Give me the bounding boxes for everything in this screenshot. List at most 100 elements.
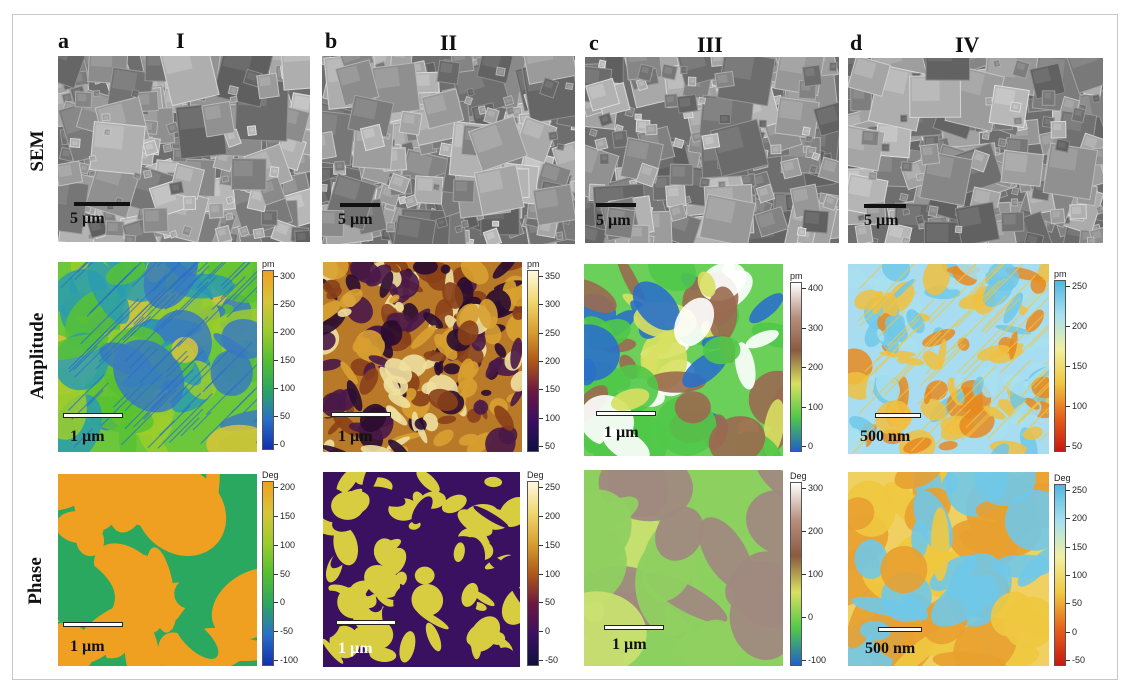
sem-scalebar-I <box>74 202 130 206</box>
sem-image-I <box>58 56 310 242</box>
amplitude-colorbar-IV-tick-label: 100 <box>1072 401 1088 411</box>
phase-colorbar-IV-tick-mark <box>1066 631 1070 633</box>
phase-map-II <box>323 472 520 667</box>
row-label-amplitude: Amplitude <box>27 312 48 400</box>
phase-colorbar-I-tick-mark <box>274 602 278 604</box>
amplitude-colorbar-II-tick-mark <box>539 417 543 419</box>
amplitude-colorbar-I-tick-label: 50 <box>280 411 291 421</box>
phase-colorbar-I-tick-mark <box>274 631 278 633</box>
panel-letter-d: d <box>850 30 863 55</box>
phase-colorbar-I-unit: Deg <box>262 470 279 480</box>
phase-colorbar-IV-tick-mark <box>1066 546 1070 548</box>
phase-colorbar-I-tick-label: 0 <box>280 597 286 608</box>
amplitude-scalebar-III <box>596 411 656 416</box>
phase-colorbar-IV-tick-mark <box>1066 575 1070 576</box>
amplitude-colorbar-II-tick-label: 200 <box>545 356 561 366</box>
phase-colorbar-III-tick-mark <box>802 531 806 532</box>
row-label-phase: Phase <box>25 557 46 605</box>
phase-colorbar-III-tick-mark <box>802 488 806 489</box>
column-roman-II: II <box>440 30 458 55</box>
amplitude-colorbar-I-tick-mark <box>274 388 278 389</box>
amplitude-colorbar-III-tick-label: 300 <box>808 322 824 333</box>
figure-frame <box>12 14 1118 680</box>
phase-colorbar-I-tick-label: 150 <box>280 510 296 521</box>
panel-letter-c: c <box>589 30 599 55</box>
amplitude-colorbar-II-tick-mark <box>539 361 543 362</box>
amplitude-colorbar-I-tick-mark <box>274 360 278 361</box>
phase-colorbar-IV-tick-mark <box>1066 490 1070 491</box>
amplitude-colorbar-I-tick-label: 150 <box>280 355 296 365</box>
phase-map-III <box>584 470 783 666</box>
phase-colorbar-I-tick-label: 200 <box>280 482 296 492</box>
amplitude-colorbar-II-tick-label: 150 <box>545 384 561 395</box>
phase-colorbar-III-tick-label: 0 <box>808 612 814 622</box>
phase-colorbar-II-tick-mark <box>539 573 543 575</box>
phase-colorbar-III-tick-label: 200 <box>808 526 824 536</box>
column-roman-III: III <box>697 32 723 57</box>
sem-scalebar-label-II: 5 µm <box>338 211 373 228</box>
phase-colorbar-IV-tick-label: 150 <box>1072 541 1088 552</box>
amplitude-colorbar-III-unit: pm <box>790 271 803 281</box>
sem-scalebar-IV <box>864 204 906 208</box>
phase-colorbar-II-tick-mark <box>539 487 543 488</box>
amplitude-scalebar-label-IV: 500 nm <box>860 428 911 445</box>
amplitude-colorbar-II-tick-label: 350 <box>545 271 561 281</box>
phase-colorbar-I-tick-label: -100 <box>280 655 299 665</box>
amplitude-colorbar-IV-tick-mark <box>1066 406 1070 407</box>
amplitude-colorbar-II-tick-mark <box>539 389 543 391</box>
amplitude-colorbar-I-tick-label: 100 <box>280 383 296 393</box>
phase-colorbar-II <box>527 481 539 666</box>
amplitude-colorbar-IV <box>1054 280 1066 452</box>
phase-map-I <box>58 474 257 666</box>
phase-scalebar-I <box>63 622 123 627</box>
amplitude-map-III <box>584 264 783 456</box>
phase-colorbar-II-tick-mark <box>539 602 543 604</box>
phase-scalebar-label-I: 1 µm <box>70 638 105 655</box>
amplitude-colorbar-IV-tick-mark <box>1066 286 1070 287</box>
amplitude-colorbar-III <box>790 282 802 452</box>
sem-image-IV <box>848 58 1103 243</box>
amplitude-colorbar-IV-tick-mark <box>1066 366 1070 367</box>
amplitude-colorbar-III-tick-mark <box>802 327 806 329</box>
amplitude-colorbar-IV-tick-mark <box>1066 446 1070 447</box>
phase-colorbar-III-tick-label: 100 <box>808 569 824 579</box>
phase-colorbar-I <box>262 481 274 666</box>
amplitude-colorbar-I-tick-label: 250 <box>280 299 296 309</box>
amplitude-colorbar-I-tick-label: 0 <box>280 439 286 449</box>
amplitude-colorbar-III-tick-label: 400 <box>808 283 824 293</box>
phase-colorbar-II-tick-mark <box>539 544 543 546</box>
column-roman-IV: IV <box>955 32 980 57</box>
amplitude-colorbar-III-tick-mark <box>802 406 806 408</box>
phase-colorbar-II-tick-label: 150 <box>545 539 561 550</box>
phase-colorbar-I-tick-mark <box>274 544 278 546</box>
sem-image-II <box>322 56 575 244</box>
phase-colorbar-IV-tick-label: 100 <box>1072 570 1088 580</box>
amplitude-colorbar-II-tick-label: 50 <box>545 441 556 451</box>
phase-colorbar-II-tick-label: -50 <box>545 655 559 665</box>
panel-letter-b: b <box>325 28 338 53</box>
phase-colorbar-I-tick-mark <box>274 660 278 661</box>
amplitude-colorbar-III-tick-mark <box>802 288 806 289</box>
phase-colorbar-IV-tick-label: 50 <box>1072 598 1083 609</box>
amplitude-colorbar-I-tick-mark <box>274 444 278 445</box>
phase-map-IV <box>848 472 1049 666</box>
phase-colorbar-III-tick-label: -100 <box>808 655 827 665</box>
amplitude-map-IV <box>848 264 1049 454</box>
phase-colorbar-II-tick-label: 200 <box>545 510 561 521</box>
amplitude-colorbar-III-tick-label: 200 <box>808 362 824 372</box>
phase-colorbar-IV-tick-label: 0 <box>1072 626 1078 637</box>
amplitude-scalebar-label-I: 1 µm <box>70 428 105 445</box>
phase-colorbar-III-unit: Deg <box>790 471 807 481</box>
phase-colorbar-III <box>790 482 802 666</box>
sem-scalebar-label-III: 5 µm <box>596 212 631 229</box>
phase-colorbar-I-tick-label: -50 <box>280 626 294 637</box>
amplitude-colorbar-I-tick-mark <box>274 416 278 417</box>
amplitude-colorbar-II-tick-label: 250 <box>545 327 561 338</box>
phase-colorbar-IV-unit: Deg <box>1054 473 1071 483</box>
amplitude-colorbar-I-tick-label: 300 <box>280 271 296 281</box>
phase-colorbar-III-tick-label: 300 <box>808 483 824 493</box>
phase-colorbar-I-tick-label: 50 <box>280 568 291 579</box>
row-label-sem: SEM <box>27 130 48 172</box>
phase-colorbar-III-tick-mark <box>802 574 806 575</box>
phase-scalebar-label-IV: 500 nm <box>865 640 916 657</box>
